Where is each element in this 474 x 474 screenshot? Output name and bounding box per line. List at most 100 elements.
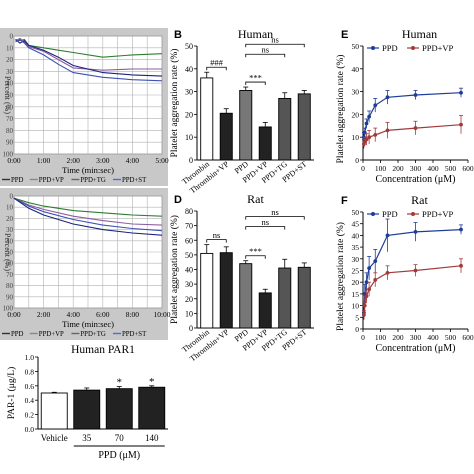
y-tick-label-d: 50 [185,251,193,260]
y-tick-label-a: 0 [10,33,14,41]
y-tick-label-c: 90 [6,293,14,301]
panel-letter-e: E [341,29,348,41]
significance-bracket-b [245,81,266,86]
y-tick-label-a: 50 [6,92,14,100]
y-tick-label-d: 10 [185,309,193,318]
x-tick-label-e: 500 [445,164,457,173]
y-tick-label-a: 60 [6,103,14,111]
legend-label-e: PPD+VP [422,43,454,53]
y-tick-label-d: 30 [185,280,193,289]
dose-point-e-1 [364,137,369,142]
y-axis-label-c: Percent (%) [3,233,12,271]
y-tick-label-f: 0 [355,325,359,334]
x-tick-label-a: 5:00 [155,156,169,165]
dose-point-e-1 [373,133,378,137]
x-tick-label-f: 600 [462,333,474,342]
y-tick-label-b: 30 [185,88,193,97]
trace-series-a-3 [15,38,163,82]
bar-d-1 [219,252,233,329]
x-tick-label-f: 200 [392,333,404,342]
legend-label-c: PPD+VP [39,331,64,338]
significance-bracket-b [206,66,227,71]
trace-series-c-0 [13,197,163,217]
y-tick-label-b: 10 [185,133,193,142]
y-axis-label-b: Platelet aggregation rate (%) [169,49,180,158]
dose-point-e-1 [367,135,372,140]
panel-title-e: Human [402,27,437,41]
x-tick-label-c: 4:00 [67,310,81,319]
x-tick-label-f: 400 [427,333,439,342]
y-tick-label-a: 30 [6,68,14,76]
bar-d-0 [200,252,214,329]
dose-point-e-1 [413,126,418,130]
dose-point-f-0 [385,233,390,238]
dose-point-e-1 [459,122,463,127]
y-tick-label-e: 0 [355,156,359,165]
bar-b-4 [278,97,292,161]
panel-letter-b: B [174,29,182,41]
x-tick-label-e: 100 [375,164,387,173]
x-tick-label-e: 200 [392,164,404,173]
y-tick-label-c: 70 [6,271,14,279]
legend-label-e: PPD [382,43,398,53]
dose-point-f-0 [367,266,372,271]
y-tick-label-e: 20 [352,110,360,119]
y-tick-label-c: 60 [6,260,14,268]
y-tick-label-e: 40 [352,65,360,74]
y-tick-label-c: 100 [3,305,14,313]
panel-d: D Rat 0 10 20 30 40 50 60 70 80 Platelet aggregatio… [169,192,314,363]
y-tick-label-b: 20 [185,110,193,119]
significance-star-par1: * [117,377,123,389]
panel-par1: Human PAR1 0.0 0.2 0.4 0.6 0.8 1.0 PAR-1 (μg/L)… [6,344,168,461]
bar-d-4 [278,267,292,329]
panel-title-f: Rat [411,193,428,207]
y-tick-label-par1: 0.8 [25,367,35,376]
x-tick-label-f: 300 [410,333,422,342]
panel-letter-d: D [174,194,182,206]
category-label-par1-2: 70 [115,433,125,443]
dose-point-e-0 [373,103,378,108]
legend-label-c: PPD [11,331,24,338]
y-axis-label-d: Platelet aggregation rate (%) [169,215,180,324]
x-tick-label-e: 300 [410,164,422,173]
y-tick-label-f: 35 [352,243,360,252]
bar-par1-2 [105,388,133,430]
y-tick-label-f: 45 [352,220,360,229]
trace-series-c-1 [13,197,163,226]
dose-point-f-0 [413,229,418,234]
y-tick-label-f: 20 [352,278,360,287]
y-tick-label-e: 10 [352,133,360,142]
x-tick-label-a: 0:00 [7,156,21,165]
x-tick-label-c: 6:00 [96,310,110,319]
bar-par1-0 [40,392,68,430]
dose-point-f-1 [373,277,378,282]
dose-point-e-0 [367,114,372,119]
bar-par1-3 [138,386,166,430]
y-tick-label-a: 80 [6,127,14,135]
y-tick-label-d: 70 [185,222,193,231]
category-label-par1-3: 140 [145,433,159,443]
legend-marker-f [371,212,375,216]
dose-point-e-1 [385,128,390,133]
y-tick-label-f: 10 [352,302,360,311]
y-tick-label-d: 20 [185,295,193,304]
x-tick-label-f: 100 [375,333,387,342]
y-tick-label-a: 100 [3,151,14,159]
significance-bracket-d [245,226,286,230]
y-tick-label-f: 50 [352,208,360,217]
significance-label-b: ### [210,58,224,68]
dose-point-f-0 [459,227,463,232]
y-tick-label-c: 40 [6,237,14,245]
y-tick-label-a: 90 [6,139,14,147]
x-axis-label-f: Concentration (μM) [375,343,455,354]
x-tick-label-f: 0 [361,333,365,342]
significance-label-b: ns [271,35,279,45]
dose-point-e-0 [385,95,390,100]
significance-bracket-b [245,53,286,58]
y-tick-label-d: 40 [185,266,193,275]
category-label-par1-0: Vehicle [41,433,68,443]
x-tick-label-a: 4:00 [126,156,140,165]
significance-bracket-d [206,239,227,243]
significance-bracket-d [245,216,305,220]
